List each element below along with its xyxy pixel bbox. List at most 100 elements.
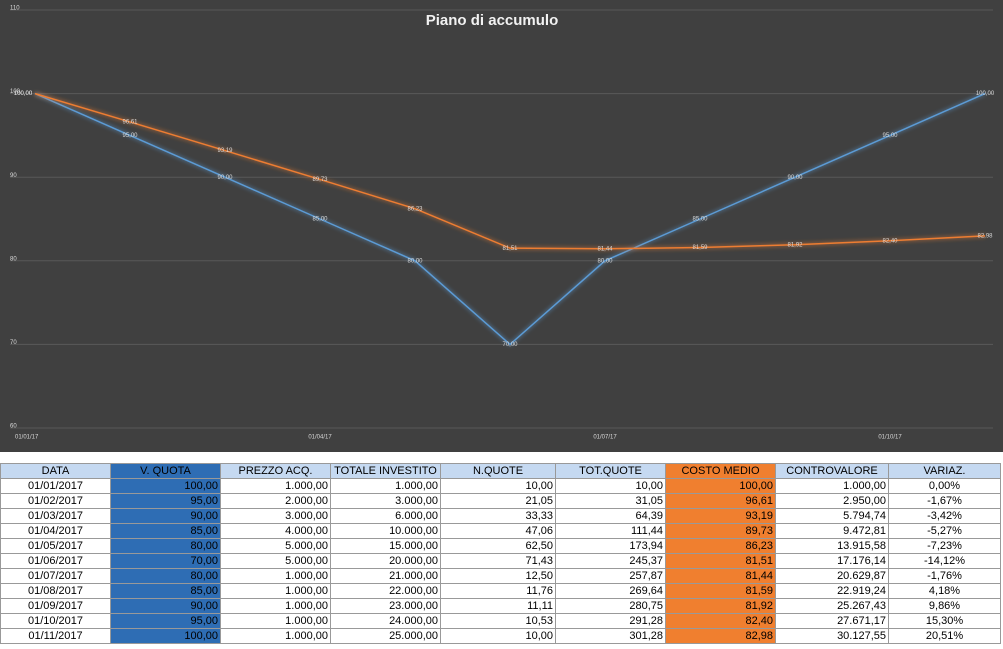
table-cell: 301,28 bbox=[555, 628, 666, 644]
data-label: 70,00 bbox=[502, 342, 518, 348]
table-cell: 11,76 bbox=[440, 583, 556, 599]
table-cell: 11,11 bbox=[440, 598, 556, 614]
table-cell: 47,06 bbox=[440, 523, 556, 539]
data-label: 90,00 bbox=[217, 175, 233, 181]
table-cell: 81,44 bbox=[665, 568, 776, 584]
table-cell: 01/11/2017 bbox=[0, 628, 111, 644]
table-cell: 01/02/2017 bbox=[0, 493, 111, 509]
table-cell: 24.000,00 bbox=[330, 613, 441, 629]
table-cell: 1.000,00 bbox=[775, 478, 889, 494]
table-cell: 5.794,74 bbox=[775, 508, 889, 524]
table-cell: 111,44 bbox=[555, 523, 666, 539]
table-cell: 9,86% bbox=[888, 598, 1001, 614]
header-cell: TOT.QUOTE bbox=[555, 463, 666, 479]
table-row: 01/03/2017 90,00 3.000,00 6.000,00 33,33 64,3… bbox=[0, 508, 1001, 524]
table-cell: 85,00 bbox=[110, 583, 221, 599]
table-cell: 2.000,00 bbox=[220, 493, 331, 509]
table-cell: 01/07/2017 bbox=[0, 568, 111, 584]
data-table: DATA V. QUOTA PREZZO ACQ. TOTALE INVESTITO N… bbox=[0, 463, 1001, 644]
data-label: 80,00 bbox=[597, 258, 613, 264]
y-tick-label: 80 bbox=[10, 256, 17, 262]
table-cell: 80,00 bbox=[110, 568, 221, 584]
table-cell: 173,94 bbox=[555, 538, 666, 554]
table-cell: 10,00 bbox=[440, 628, 556, 644]
table-cell: 5.000,00 bbox=[220, 538, 331, 554]
header-cell: VARIAZ. bbox=[888, 463, 1001, 479]
table-cell: 15.000,00 bbox=[330, 538, 441, 554]
data-label: 80,00 bbox=[407, 258, 423, 264]
table-cell: 90,00 bbox=[110, 508, 221, 524]
header-cell: DATA bbox=[0, 463, 111, 479]
table-row: 01/11/2017 100,00 1.000,00 25.000,00 10,00 30… bbox=[0, 628, 1001, 644]
table-cell: 81,92 bbox=[665, 598, 776, 614]
table-cell: 3.000,00 bbox=[330, 493, 441, 509]
table-cell: 10.000,00 bbox=[330, 523, 441, 539]
data-label: 93,19 bbox=[217, 148, 233, 154]
table-cell: -5,27% bbox=[888, 523, 1001, 539]
header-cell: PREZZO ACQ. bbox=[220, 463, 331, 479]
table-cell: 17.176,14 bbox=[775, 553, 889, 569]
table-cell: 01/04/2017 bbox=[0, 523, 111, 539]
table-cell: 96,61 bbox=[665, 493, 776, 509]
y-tick-label: 90 bbox=[10, 173, 17, 179]
table-cell: 82,98 bbox=[665, 628, 776, 644]
table-row: 01/01/2017 100,00 1.000,00 1.000,00 10,00 10,… bbox=[0, 478, 1001, 494]
table-cell: 27.671,17 bbox=[775, 613, 889, 629]
x-tick-label: 01/04/17 bbox=[308, 435, 332, 441]
data-label: 90,00 bbox=[787, 175, 803, 181]
table-cell: 01/06/2017 bbox=[0, 553, 111, 569]
table-cell: 81,51 bbox=[665, 553, 776, 569]
table-cell: 10,53 bbox=[440, 613, 556, 629]
header-cell: TOTALE INVESTITO bbox=[330, 463, 441, 479]
table-cell: 22.000,00 bbox=[330, 583, 441, 599]
table-cell: 1.000,00 bbox=[220, 568, 331, 584]
table-cell: 95,00 bbox=[110, 613, 221, 629]
table-cell: 33,33 bbox=[440, 508, 556, 524]
data-label: 82,98 bbox=[977, 233, 993, 239]
table-cell: 1.000,00 bbox=[220, 613, 331, 629]
table-cell: 12,50 bbox=[440, 568, 556, 584]
table-cell: 4.000,00 bbox=[220, 523, 331, 539]
chart-title: Piano di accumulo bbox=[426, 12, 559, 29]
table-row: 01/10/2017 95,00 1.000,00 24.000,00 10,53 291… bbox=[0, 613, 1001, 629]
table-cell: 15,30% bbox=[888, 613, 1001, 629]
table-cell: 22.919,24 bbox=[775, 583, 889, 599]
x-tick-label: 01/07/17 bbox=[593, 435, 617, 441]
table-cell: 62,50 bbox=[440, 538, 556, 554]
table-cell: 01/09/2017 bbox=[0, 598, 111, 614]
table-cell: 1.000,00 bbox=[220, 478, 331, 494]
table-row: 01/05/2017 80,00 5.000,00 15.000,00 62,50 173… bbox=[0, 538, 1001, 554]
table-cell: 81,59 bbox=[665, 583, 776, 599]
data-label: 81,59 bbox=[692, 245, 708, 251]
data-label: 81,44 bbox=[597, 246, 613, 252]
data-label: 82,40 bbox=[882, 238, 898, 244]
y-tick-label: 100 bbox=[10, 89, 21, 95]
table-row: 01/07/2017 80,00 1.000,00 21.000,00 12,50 257… bbox=[0, 568, 1001, 584]
table-cell: 3.000,00 bbox=[220, 508, 331, 524]
table-cell: 245,37 bbox=[555, 553, 666, 569]
table-cell: 1.000,00 bbox=[220, 598, 331, 614]
table-cell: 70,00 bbox=[110, 553, 221, 569]
header-cell: N.QUOTE bbox=[440, 463, 556, 479]
table-cell: 5.000,00 bbox=[220, 553, 331, 569]
data-label: 100,00 bbox=[976, 91, 995, 97]
table-cell: 0,00% bbox=[888, 478, 1001, 494]
table-row: 01/08/2017 85,00 1.000,00 22.000,00 11,76 269… bbox=[0, 583, 1001, 599]
x-tick-label: 01/01/17 bbox=[15, 435, 39, 441]
table-cell: 9.472,81 bbox=[775, 523, 889, 539]
table-cell: 01/03/2017 bbox=[0, 508, 111, 524]
header-cell: COSTO MEDIO bbox=[665, 463, 776, 479]
table-row: 01/09/2017 90,00 1.000,00 23.000,00 11,11 280… bbox=[0, 598, 1001, 614]
table-cell: 100,00 bbox=[665, 478, 776, 494]
header-cell: V. QUOTA bbox=[110, 463, 221, 479]
table-cell: -1,76% bbox=[888, 568, 1001, 584]
header-cell: CONTROVALORE bbox=[775, 463, 889, 479]
table-cell: 25.000,00 bbox=[330, 628, 441, 644]
line-series bbox=[34, 92, 986, 346]
table-cell: -14,12% bbox=[888, 553, 1001, 569]
table-row: 01/06/2017 70,00 5.000,00 20.000,00 71,43 245… bbox=[0, 553, 1001, 569]
data-label: 100,00 bbox=[14, 91, 33, 97]
data-label: 95,00 bbox=[122, 133, 138, 139]
data-label: 81,92 bbox=[787, 242, 803, 248]
